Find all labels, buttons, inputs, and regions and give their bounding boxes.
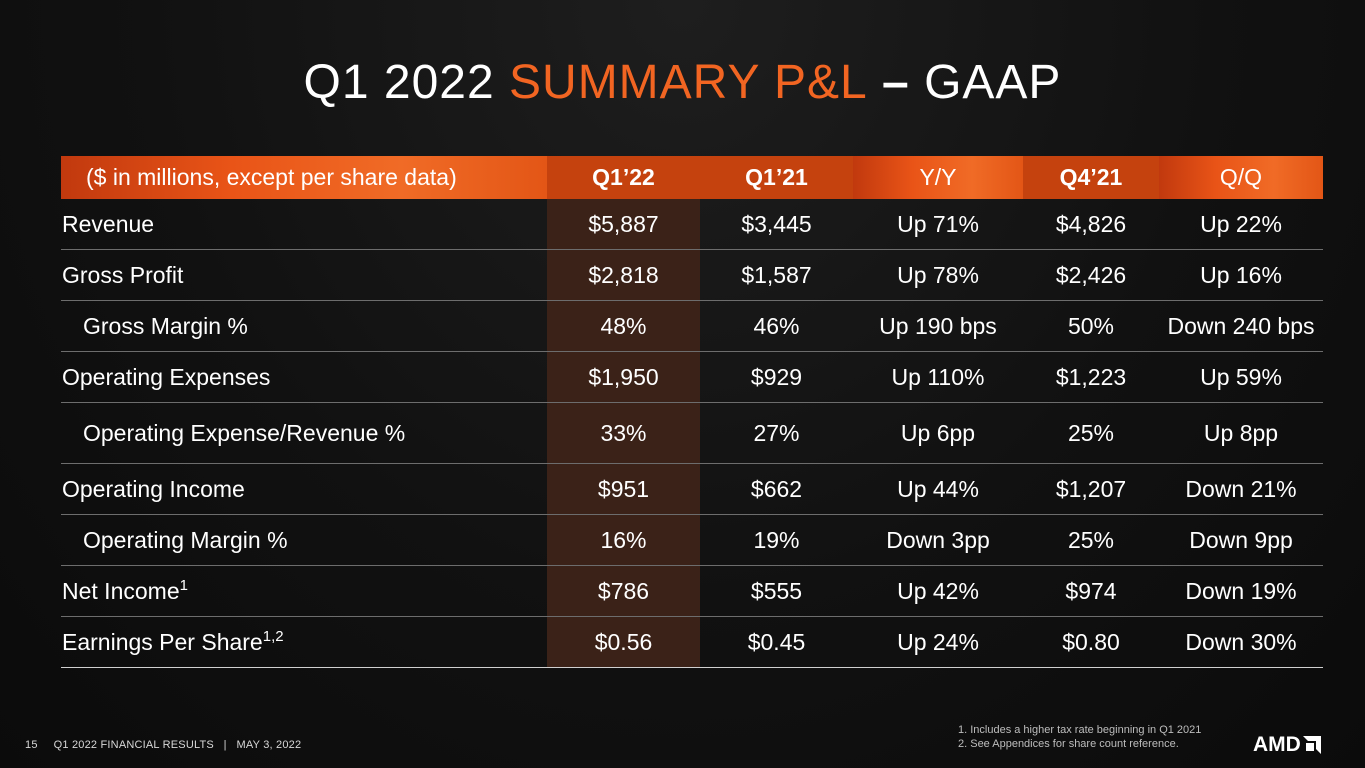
cell-qq: Down 240 bps bbox=[1159, 300, 1323, 352]
cell-yy: Down 3pp bbox=[853, 514, 1023, 566]
table-row: Earnings Per Share1,2 $0.56 $0.45 Up 24% $0.… bbox=[61, 616, 1323, 668]
cell-yy: Up 78% bbox=[853, 249, 1023, 301]
cell-yy: Up 24% bbox=[853, 616, 1023, 668]
footnote-reference: 1,2 bbox=[262, 627, 284, 645]
cell-q1-22: $951 bbox=[547, 463, 700, 515]
cell-qq: Up 16% bbox=[1159, 249, 1323, 301]
cell-q4-21: 25% bbox=[1023, 514, 1159, 566]
row-label: Operating Expenses bbox=[61, 351, 547, 403]
row-label-text: Operating Expenses bbox=[62, 363, 271, 390]
table-row: Gross Profit $2,818 $1,587 Up 78% $2,426 Up 1… bbox=[61, 249, 1323, 301]
footnote-reference: 1 bbox=[179, 576, 188, 594]
row-label-text: Operating Margin % bbox=[83, 526, 288, 553]
table-row: Operating Income $951 $662 Up 44% $1,207 Down… bbox=[61, 463, 1323, 515]
row-label: Net Income1 bbox=[61, 565, 547, 617]
header-q1-22: Q1’22 bbox=[547, 156, 700, 199]
cell-q4-21: $4,826 bbox=[1023, 199, 1159, 250]
cell-q1-21: 46% bbox=[700, 300, 853, 352]
cell-yy: Up 42% bbox=[853, 565, 1023, 617]
cell-q1-21: $0.45 bbox=[700, 616, 853, 668]
table-row: Gross Margin % 48% 46% Up 190 bps 50% Down 24… bbox=[61, 300, 1323, 352]
cell-q1-22: 48% bbox=[547, 300, 700, 352]
header-qq: Q/Q bbox=[1159, 156, 1323, 199]
cell-q4-21: $974 bbox=[1023, 565, 1159, 617]
cell-q1-22: $2,818 bbox=[547, 249, 700, 301]
row-label: Operating Income bbox=[61, 463, 547, 515]
title-dash: – bbox=[867, 56, 925, 109]
cell-qq: Down 9pp bbox=[1159, 514, 1323, 566]
table-header-row: ($ in millions, except per share data) Q… bbox=[61, 156, 1323, 199]
cell-qq: Up 8pp bbox=[1159, 402, 1323, 464]
row-label: Operating Expense/Revenue % bbox=[61, 402, 547, 464]
cell-q4-21: $2,426 bbox=[1023, 249, 1159, 301]
cell-q1-21: 19% bbox=[700, 514, 853, 566]
row-label: Earnings Per Share1,2 bbox=[61, 616, 547, 668]
row-label-text: Gross Profit bbox=[62, 261, 184, 288]
table-row: Net Income1 $786 $555 Up 42% $974 Down 19% bbox=[61, 565, 1323, 617]
table-row: Revenue $5,887 $3,445 Up 71% $4,826 Up 22% bbox=[61, 199, 1323, 250]
cell-yy: Up 6pp bbox=[853, 402, 1023, 464]
table-row: Operating Margin % 16% 19% Down 3pp 25% Down … bbox=[61, 514, 1323, 566]
cell-yy: Up 44% bbox=[853, 463, 1023, 515]
footnote-1: 1. Includes a higher tax rate beginning … bbox=[958, 724, 1202, 736]
cell-q4-21: $1,223 bbox=[1023, 351, 1159, 403]
row-label-text: Operating Income bbox=[62, 475, 245, 502]
row-label-text: Earnings Per Share bbox=[62, 628, 263, 655]
cell-q1-21: $929 bbox=[700, 351, 853, 403]
row-label-text: Operating Expense/Revenue % bbox=[83, 419, 406, 446]
header-yy: Y/Y bbox=[853, 156, 1023, 199]
title-accent: SUMMARY P&L bbox=[509, 56, 868, 109]
row-label: Gross Margin % bbox=[61, 300, 547, 352]
cell-q1-21: $3,445 bbox=[700, 199, 853, 250]
title-part2: GAAP bbox=[924, 56, 1062, 109]
cell-qq: Up 22% bbox=[1159, 199, 1323, 250]
cell-qq: Down 19% bbox=[1159, 565, 1323, 617]
cell-q1-21: $555 bbox=[700, 565, 853, 617]
cell-q1-21: $662 bbox=[700, 463, 853, 515]
cell-q4-21: $1,207 bbox=[1023, 463, 1159, 515]
cell-q1-22: 16% bbox=[547, 514, 700, 566]
summary-pl-table: ($ in millions, except per share data) Q… bbox=[61, 156, 1323, 668]
amd-logo: AMD bbox=[1253, 734, 1321, 755]
table-row: Operating Expenses $1,950 $929 Up 110% $1,22… bbox=[61, 351, 1323, 403]
row-label: Gross Profit bbox=[61, 249, 547, 301]
slide-title: Q1 2022 SUMMARY P&L – GAAP bbox=[0, 55, 1365, 110]
cell-q1-21: $1,587 bbox=[700, 249, 853, 301]
cell-yy: Up 110% bbox=[853, 351, 1023, 403]
footer-text: Q1 2022 FINANCIAL RESULTS | MAY 3, 2022 bbox=[53, 739, 302, 751]
cell-qq: Down 30% bbox=[1159, 616, 1323, 668]
row-label: Revenue bbox=[61, 199, 547, 250]
header-q4-21: Q4’21 bbox=[1023, 156, 1159, 199]
cell-q4-21: $0.80 bbox=[1023, 616, 1159, 668]
cell-qq: Down 21% bbox=[1159, 463, 1323, 515]
cell-q1-21: 27% bbox=[700, 402, 853, 464]
row-label-text: Gross Margin % bbox=[83, 312, 248, 339]
logo-text: AMD bbox=[1253, 733, 1301, 756]
cell-q1-22: $1,950 bbox=[547, 351, 700, 403]
footnotes: 1. Includes a higher tax rate beginning … bbox=[958, 723, 1201, 751]
cell-qq: Up 59% bbox=[1159, 351, 1323, 403]
cell-yy: Up 190 bps bbox=[853, 300, 1023, 352]
row-label-text: Revenue bbox=[62, 210, 155, 237]
cell-q4-21: 50% bbox=[1023, 300, 1159, 352]
table-row: Operating Expense/Revenue % 33% 27% Up 6pp 2… bbox=[61, 402, 1323, 464]
cell-q1-22: 33% bbox=[547, 402, 700, 464]
header-q1-21: Q1’21 bbox=[700, 156, 853, 199]
page-number: 15 bbox=[25, 739, 38, 751]
row-label: Operating Margin % bbox=[61, 514, 547, 566]
row-label-text: Net Income bbox=[62, 577, 180, 604]
amd-arrow-logo-icon bbox=[1302, 735, 1321, 754]
cell-q4-21: 25% bbox=[1023, 402, 1159, 464]
cell-q1-22: $5,887 bbox=[547, 199, 700, 250]
cell-q1-22: $0.56 bbox=[547, 616, 700, 668]
footnote-2: 2. See Appendices for share count refere… bbox=[958, 738, 1179, 750]
cell-q1-22: $786 bbox=[547, 565, 700, 617]
slide-footer: 15 Q1 2022 FINANCIAL RESULTS | MAY 3, 202… bbox=[25, 739, 301, 751]
cell-yy: Up 71% bbox=[853, 199, 1023, 250]
header-units-label: ($ in millions, except per share data) bbox=[61, 156, 547, 199]
title-part1: Q1 2022 bbox=[303, 56, 510, 109]
